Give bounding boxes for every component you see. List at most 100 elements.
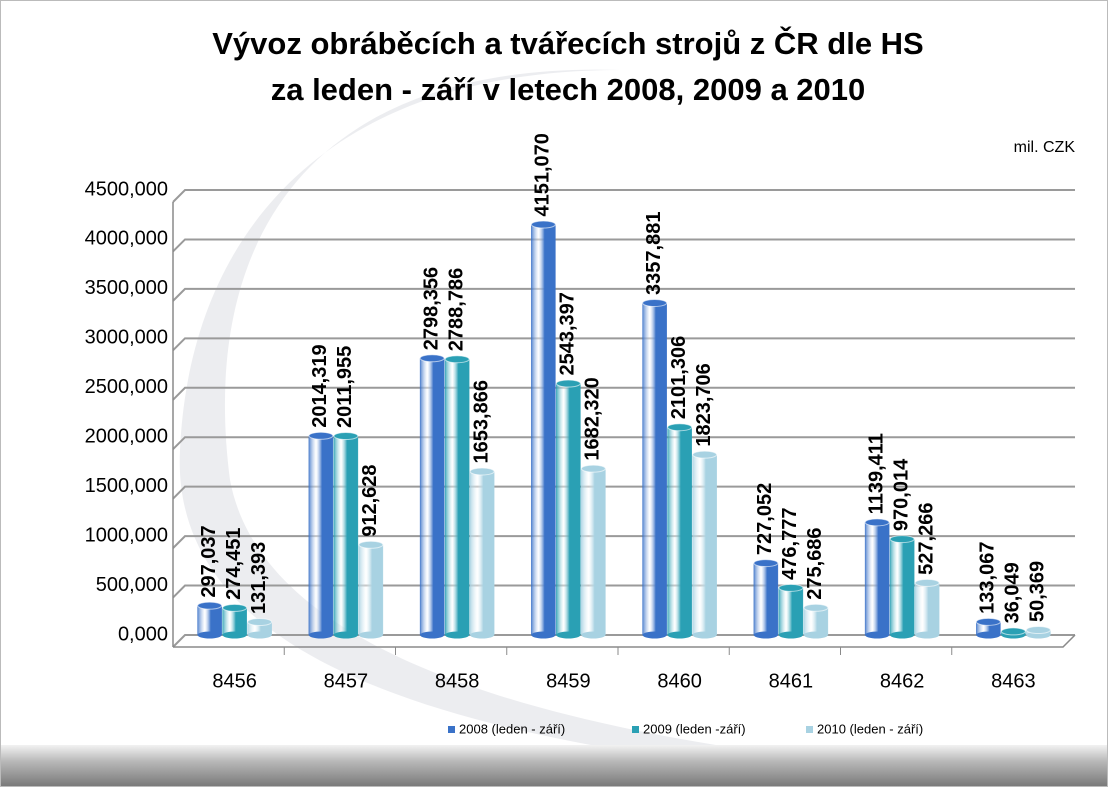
bar-base bbox=[865, 631, 890, 639]
bar-base bbox=[308, 631, 333, 639]
bar-base bbox=[667, 631, 692, 639]
value-label: 527,266 bbox=[915, 503, 937, 575]
y-tick-label: 4000,000 bbox=[85, 228, 168, 250]
bar bbox=[642, 302, 667, 636]
grid-line bbox=[172, 535, 1075, 549]
bar bbox=[419, 358, 445, 636]
legend-swatch bbox=[632, 726, 639, 733]
bar-base bbox=[976, 631, 1001, 639]
legend-label: 2010 (leden - září) bbox=[817, 721, 923, 736]
bar bbox=[803, 607, 829, 636]
bar-top bbox=[642, 298, 668, 307]
x-tick-label: 8456 bbox=[212, 670, 257, 692]
grid-line bbox=[172, 238, 1075, 253]
bar bbox=[753, 562, 779, 636]
bar-top bbox=[778, 583, 804, 592]
value-label: 970,014 bbox=[890, 458, 912, 531]
bar-base bbox=[803, 631, 828, 639]
y-tick-label: 1000,000 bbox=[85, 524, 168, 546]
bar-top bbox=[1025, 626, 1051, 635]
grid-line bbox=[172, 634, 1075, 648]
bar-top bbox=[308, 431, 334, 440]
bar bbox=[914, 582, 940, 636]
x-tick-label: 8461 bbox=[769, 670, 814, 692]
bar-top bbox=[555, 379, 581, 388]
value-label: 36,049 bbox=[1002, 562, 1024, 623]
value-label: 3357,881 bbox=[643, 212, 665, 295]
bar-base bbox=[333, 631, 358, 639]
bar-top bbox=[692, 450, 718, 459]
bar-base bbox=[247, 631, 272, 639]
grid-line bbox=[172, 386, 1075, 401]
bar-top bbox=[1000, 627, 1026, 636]
y-tick-label: 1500,000 bbox=[85, 475, 168, 497]
bar-base bbox=[890, 631, 915, 639]
bar-base bbox=[420, 631, 445, 639]
y-tick-label: 500,000 bbox=[96, 574, 168, 596]
value-label: 2101,306 bbox=[668, 336, 690, 419]
legend-swatch bbox=[806, 726, 813, 733]
bar-top bbox=[864, 518, 890, 527]
bar-top bbox=[444, 355, 470, 364]
bar-top bbox=[803, 603, 829, 612]
bar-base bbox=[358, 631, 383, 639]
value-label: 727,052 bbox=[754, 483, 776, 555]
bar bbox=[531, 224, 556, 636]
y-tick-label: 4500,000 bbox=[85, 178, 168, 200]
bar-base bbox=[778, 631, 803, 639]
x-tick-label: 8463 bbox=[991, 670, 1036, 692]
legend-label: 2008 (leden - září) bbox=[459, 721, 565, 736]
bar-base bbox=[222, 631, 247, 639]
value-label: 476,777 bbox=[779, 508, 801, 580]
bar-top bbox=[358, 540, 384, 549]
value-label: 4151,070 bbox=[532, 133, 554, 216]
chart-title: Vývoz obráběcích a tvářecích strojů z ČR… bbox=[212, 25, 924, 61]
bar-top bbox=[914, 578, 940, 587]
value-label: 2014,319 bbox=[309, 344, 331, 427]
value-label: 1823,706 bbox=[693, 363, 715, 446]
bar bbox=[333, 435, 359, 636]
bar-base bbox=[692, 631, 717, 639]
bottom-band bbox=[1, 745, 1107, 786]
bar-top bbox=[469, 467, 495, 476]
x-tick-label: 8457 bbox=[324, 670, 369, 692]
bar-base bbox=[531, 631, 556, 639]
grid-line bbox=[172, 485, 1075, 500]
x-axis bbox=[173, 634, 1076, 648]
bar bbox=[444, 358, 470, 636]
bar-top bbox=[222, 603, 248, 612]
legend-label: 2009 (leden -září) bbox=[643, 721, 746, 736]
bar-base bbox=[470, 631, 495, 639]
bar-top bbox=[889, 535, 915, 544]
y-tick-label: 2000,000 bbox=[85, 426, 168, 448]
grid-line bbox=[172, 337, 1075, 352]
value-label: 1682,320 bbox=[582, 377, 604, 460]
bar bbox=[581, 468, 606, 636]
value-label: 2543,397 bbox=[557, 292, 579, 375]
bar bbox=[469, 471, 495, 636]
chart-title: za leden - září v letech 2008, 2009 a 20… bbox=[271, 72, 866, 107]
bar-top bbox=[580, 464, 606, 473]
grid-line bbox=[172, 436, 1075, 450]
bar-top bbox=[197, 601, 223, 610]
value-label: 1653,866 bbox=[470, 380, 492, 463]
bar-top bbox=[247, 618, 273, 627]
bar bbox=[308, 435, 334, 636]
bar-top bbox=[975, 617, 1001, 626]
value-label: 131,393 bbox=[248, 542, 270, 614]
y-tick-label: 3500,000 bbox=[85, 277, 168, 299]
bar-base bbox=[581, 631, 606, 639]
value-label: 275,686 bbox=[804, 527, 826, 599]
bar bbox=[667, 426, 692, 636]
grid-line bbox=[172, 189, 1075, 203]
value-label: 912,628 bbox=[359, 464, 381, 536]
value-label: 2788,786 bbox=[445, 268, 467, 351]
bar-top bbox=[753, 559, 779, 568]
x-tick-label: 8460 bbox=[657, 670, 702, 692]
bar bbox=[197, 605, 222, 636]
bar bbox=[864, 522, 890, 636]
bar bbox=[556, 383, 581, 636]
x-tick-label: 8458 bbox=[435, 670, 480, 692]
value-label: 2798,356 bbox=[420, 267, 442, 350]
bar bbox=[358, 544, 384, 636]
